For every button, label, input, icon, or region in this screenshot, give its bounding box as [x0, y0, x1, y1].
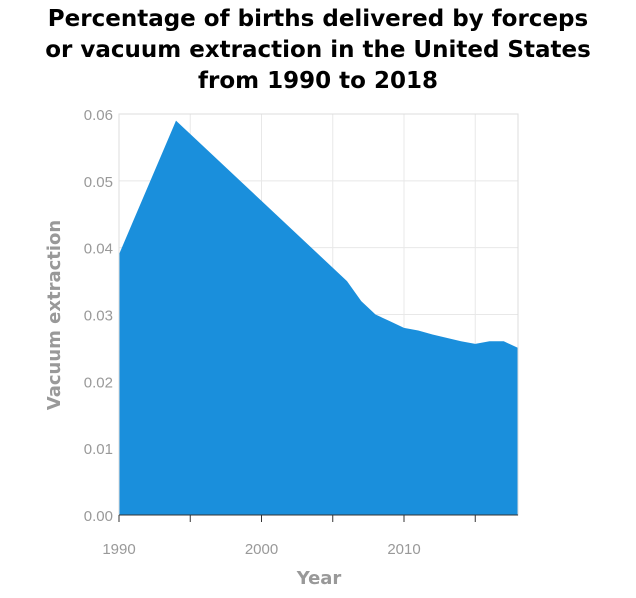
plot-area: [119, 120, 518, 516]
y-tick-label: 0.02: [84, 374, 113, 391]
y-tick-label: 0.01: [84, 441, 113, 458]
area-series: [119, 120, 518, 516]
y-axis-label: Vacuum extraction: [44, 220, 65, 411]
chart-title-line-3: from 1990 to 2018: [198, 68, 438, 94]
x-tick-label: 1990: [102, 541, 135, 558]
y-tick-label: 0.00: [84, 508, 113, 525]
chart-title-line-1: Percentage of births delivered by forcep…: [47, 6, 589, 32]
chart-title: Percentage of births delivered by forcep…: [0, 4, 636, 97]
x-tick-label: 2010: [387, 541, 420, 558]
x-axis-label: Year: [296, 568, 342, 589]
x-axis: 1990 2000 2010: [102, 514, 518, 558]
y-tick-label: 0.05: [84, 174, 113, 191]
chart-title-line-2: or vacuum extraction in the United State…: [45, 37, 591, 63]
y-tick-label: 0.03: [84, 308, 113, 325]
y-tick-label: 0.04: [84, 241, 113, 258]
y-axis: 0.00 0.01 0.02 0.03 0.04 0.05 0.06: [84, 107, 113, 525]
x-tick-label: 2000: [245, 541, 278, 558]
y-tick-label: 0.06: [84, 107, 113, 124]
